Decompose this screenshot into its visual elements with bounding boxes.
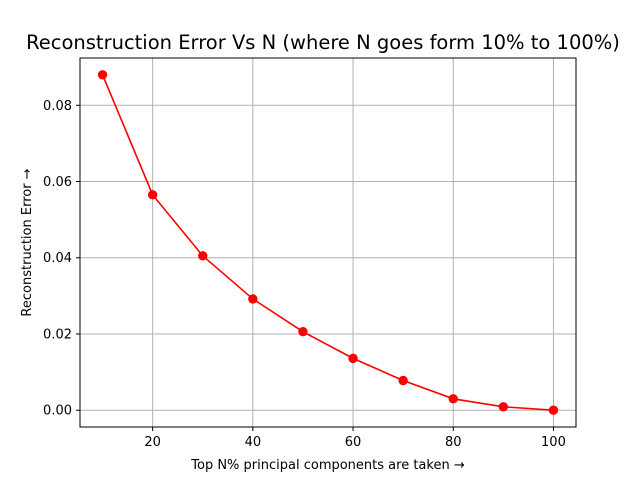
y-tick-label: 0.08 xyxy=(43,99,72,114)
chart-title: Reconstruction Error Vs N (where N goes … xyxy=(26,31,620,54)
axis-ticks: 20 40 60 80 100 0.00 0.02 0.04 0.06 0.08 xyxy=(43,99,566,450)
data-point xyxy=(298,327,308,337)
data-point xyxy=(498,402,509,412)
grid xyxy=(80,58,576,427)
y-tick-label: 0.00 xyxy=(43,404,72,419)
data-point xyxy=(198,251,208,261)
data-point xyxy=(548,405,559,415)
data-point xyxy=(348,353,358,364)
y-tick-label: 0.04 xyxy=(43,251,72,266)
data-point xyxy=(147,190,158,200)
data-point xyxy=(248,294,258,304)
x-tick-label: 100 xyxy=(541,435,566,450)
x-axis-label: Top N% principal components are taken → xyxy=(190,458,465,473)
data-point xyxy=(97,70,108,80)
x-tick-label: 60 xyxy=(345,435,362,450)
data-point xyxy=(398,375,408,386)
plot-frame xyxy=(79,57,577,428)
series-line xyxy=(101,74,554,412)
data-series xyxy=(97,70,559,415)
data-point xyxy=(448,394,458,404)
x-tick-label: 80 xyxy=(445,435,462,450)
y-axis-label: Reconstruction Error → xyxy=(20,168,35,316)
x-tick-label: 20 xyxy=(144,435,161,450)
x-tick-label: 40 xyxy=(245,435,262,450)
y-tick-label: 0.06 xyxy=(43,175,72,190)
y-tick-label: 0.02 xyxy=(43,327,72,342)
